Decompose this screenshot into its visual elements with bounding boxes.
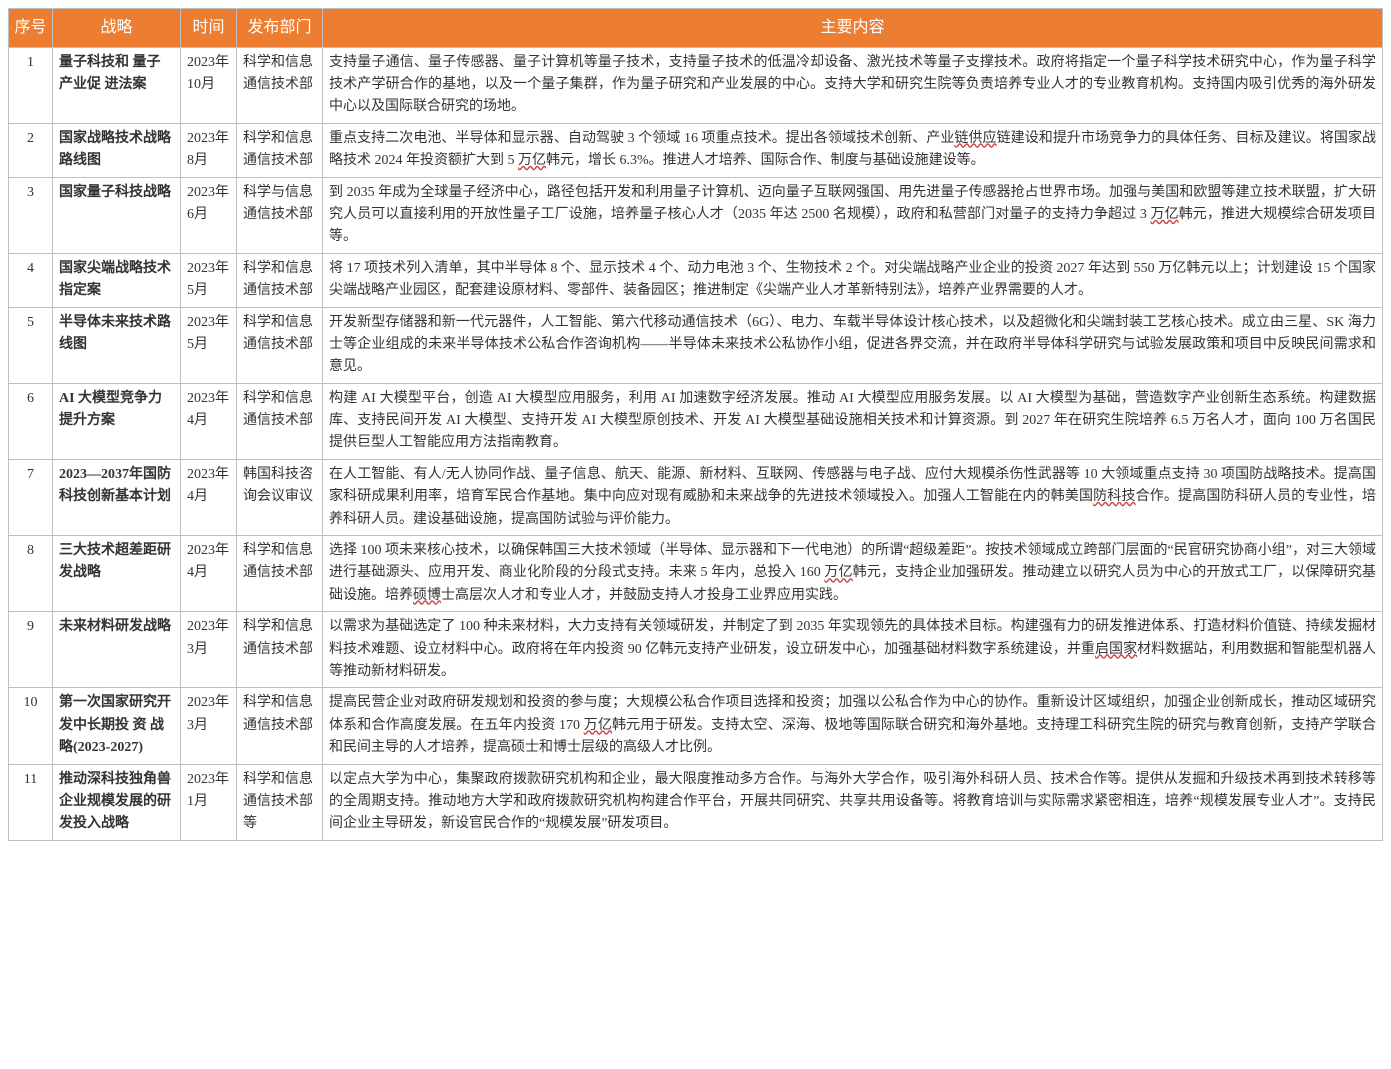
cell-dept: 科学和信息通信技术部 [237, 307, 323, 383]
wavy-underline-text: 万亿 [1150, 207, 1178, 222]
table-row: 72023—2037年国防科技创新基本计划2023年4月韩国科技咨询会议审议在人… [9, 459, 1383, 535]
cell-dept: 科学和信息通信技术部等 [237, 764, 323, 840]
cell-time: 2023年5月 [181, 307, 237, 383]
cell-time: 2023年8月 [181, 123, 237, 177]
cell-body: 开发新型存储器和新一代元器件，人工智能、第六代移动通信技术（6G）、电力、车载半… [323, 307, 1383, 383]
table-row: 10第一次国家研究开发中长期投 资 战 略(2023-2027)2023年3月科… [9, 688, 1383, 764]
cell-dept: 科学和信息通信技术部 [237, 688, 323, 764]
cell-dept: 韩国科技咨询会议审议 [237, 459, 323, 535]
cell-strategy: 半导体未来技术路线图 [53, 307, 181, 383]
wavy-underline-text: 万亿 [824, 565, 852, 580]
cell-idx: 11 [9, 764, 53, 840]
cell-idx: 9 [9, 612, 53, 688]
cell-time: 2023年10月 [181, 47, 237, 123]
cell-time: 2023年3月 [181, 612, 237, 688]
cell-dept: 科学和信息通信技术部 [237, 47, 323, 123]
cell-body: 到 2035 年成为全球量子经济中心，路径包括开发和利用量子计算机、迈向量子互联… [323, 177, 1383, 253]
cell-time: 2023年3月 [181, 688, 237, 764]
cell-dept: 科学和信息通信技术部 [237, 253, 323, 307]
cell-idx: 4 [9, 253, 53, 307]
cell-dept: 科学与信息通信技术部 [237, 177, 323, 253]
cell-strategy: AI 大模型竞争力提升方案 [53, 383, 181, 459]
cell-time: 2023年6月 [181, 177, 237, 253]
cell-time: 2023年4月 [181, 536, 237, 612]
cell-strategy: 2023—2037年国防科技创新基本计划 [53, 459, 181, 535]
cell-time: 2023年1月 [181, 764, 237, 840]
cell-strategy: 第一次国家研究开发中长期投 资 战 略(2023-2027) [53, 688, 181, 764]
cell-strategy: 国家尖端战略技术指定案 [53, 253, 181, 307]
cell-dept: 科学和信息通信技术部 [237, 612, 323, 688]
wavy-underline-text: 硕博 [413, 588, 441, 603]
cell-strategy: 量子科技和 量子产业促 进法案 [53, 47, 181, 123]
cell-idx: 10 [9, 688, 53, 764]
cell-dept: 科学和信息通信技术部 [237, 536, 323, 612]
cell-strategy: 推动深科技独角兽企业规模发展的研发投入战略 [53, 764, 181, 840]
cell-strategy: 国家量子科技战略 [53, 177, 181, 253]
wavy-underline-text: 启国家 [1095, 642, 1137, 657]
cell-strategy: 国家战略技术战略路线图 [53, 123, 181, 177]
table-row: 8三大技术超差距研发战略2023年4月科学和信息通信技术部选择 100 项未来核… [9, 536, 1383, 612]
header-row: 序号 战略 时间 发布部门 主要内容 [9, 9, 1383, 48]
cell-body: 将 17 项技术列入清单，其中半导体 8 个、显示技术 4 个、动力电池 3 个… [323, 253, 1383, 307]
col-body: 主要内容 [323, 9, 1383, 48]
wavy-underline-text: 链供应 [954, 131, 996, 146]
cell-body: 构建 AI 大模型平台，创造 AI 大模型应用服务，利用 AI 加速数字经济发展… [323, 383, 1383, 459]
cell-body: 选择 100 项未来核心技术，以确保韩国三大技术领域（半导体、显示器和下一代电池… [323, 536, 1383, 612]
cell-time: 2023年4月 [181, 383, 237, 459]
cell-strategy: 三大技术超差距研发战略 [53, 536, 181, 612]
table-row: 5半导体未来技术路线图2023年5月科学和信息通信技术部开发新型存储器和新一代元… [9, 307, 1383, 383]
cell-idx: 2 [9, 123, 53, 177]
col-time: 时间 [181, 9, 237, 48]
policy-table: 序号 战略 时间 发布部门 主要内容 1量子科技和 量子产业促 进法案2023年… [8, 8, 1383, 841]
cell-idx: 1 [9, 47, 53, 123]
wavy-underline-text: 万亿 [584, 718, 612, 733]
table-row: 2国家战略技术战略路线图2023年8月科学和信息通信技术部重点支持二次电池、半导… [9, 123, 1383, 177]
wavy-underline-text: 防科技 [1093, 489, 1135, 504]
cell-body: 在人工智能、有人/无人协同作战、量子信息、航天、能源、新材料、互联网、传感器与电… [323, 459, 1383, 535]
cell-strategy: 未来材料研发战略 [53, 612, 181, 688]
cell-body: 以定点大学为中心，集聚政府拨款研究机构和企业，最大限度推动多方合作。与海外大学合… [323, 764, 1383, 840]
cell-idx: 8 [9, 536, 53, 612]
table-row: 11推动深科技独角兽企业规模发展的研发投入战略2023年1月科学和信息通信技术部… [9, 764, 1383, 840]
cell-body: 重点支持二次电池、半导体和显示器、自动驾驶 3 个领域 16 项重点技术。提出各… [323, 123, 1383, 177]
cell-idx: 6 [9, 383, 53, 459]
table-row: 4国家尖端战略技术指定案2023年5月科学和信息通信技术部将 17 项技术列入清… [9, 253, 1383, 307]
cell-body: 支持量子通信、量子传感器、量子计算机等量子技术，支持量子技术的低温冷却设备、激光… [323, 47, 1383, 123]
table-row: 6AI 大模型竞争力提升方案2023年4月科学和信息通信技术部构建 AI 大模型… [9, 383, 1383, 459]
wavy-underline-text: 万亿 [518, 153, 546, 168]
col-strategy: 战略 [53, 9, 181, 48]
cell-dept: 科学和信息通信技术部 [237, 123, 323, 177]
cell-dept: 科学和信息通信技术部 [237, 383, 323, 459]
cell-time: 2023年4月 [181, 459, 237, 535]
cell-idx: 7 [9, 459, 53, 535]
table-row: 9未来材料研发战略2023年3月科学和信息通信技术部以需求为基础选定了 100 … [9, 612, 1383, 688]
cell-idx: 5 [9, 307, 53, 383]
table-row: 3国家量子科技战略2023年6月科学与信息通信技术部到 2035 年成为全球量子… [9, 177, 1383, 253]
cell-time: 2023年5月 [181, 253, 237, 307]
table-row: 1量子科技和 量子产业促 进法案2023年10月科学和信息通信技术部支持量子通信… [9, 47, 1383, 123]
cell-body: 以需求为基础选定了 100 种未来材料，大力支持有关领域研发，并制定了到 203… [323, 612, 1383, 688]
cell-body: 提高民营企业对政府研发规划和投资的参与度；大规模公私合作项目选择和投资；加强以公… [323, 688, 1383, 764]
col-dept: 发布部门 [237, 9, 323, 48]
col-idx: 序号 [9, 9, 53, 48]
cell-idx: 3 [9, 177, 53, 253]
